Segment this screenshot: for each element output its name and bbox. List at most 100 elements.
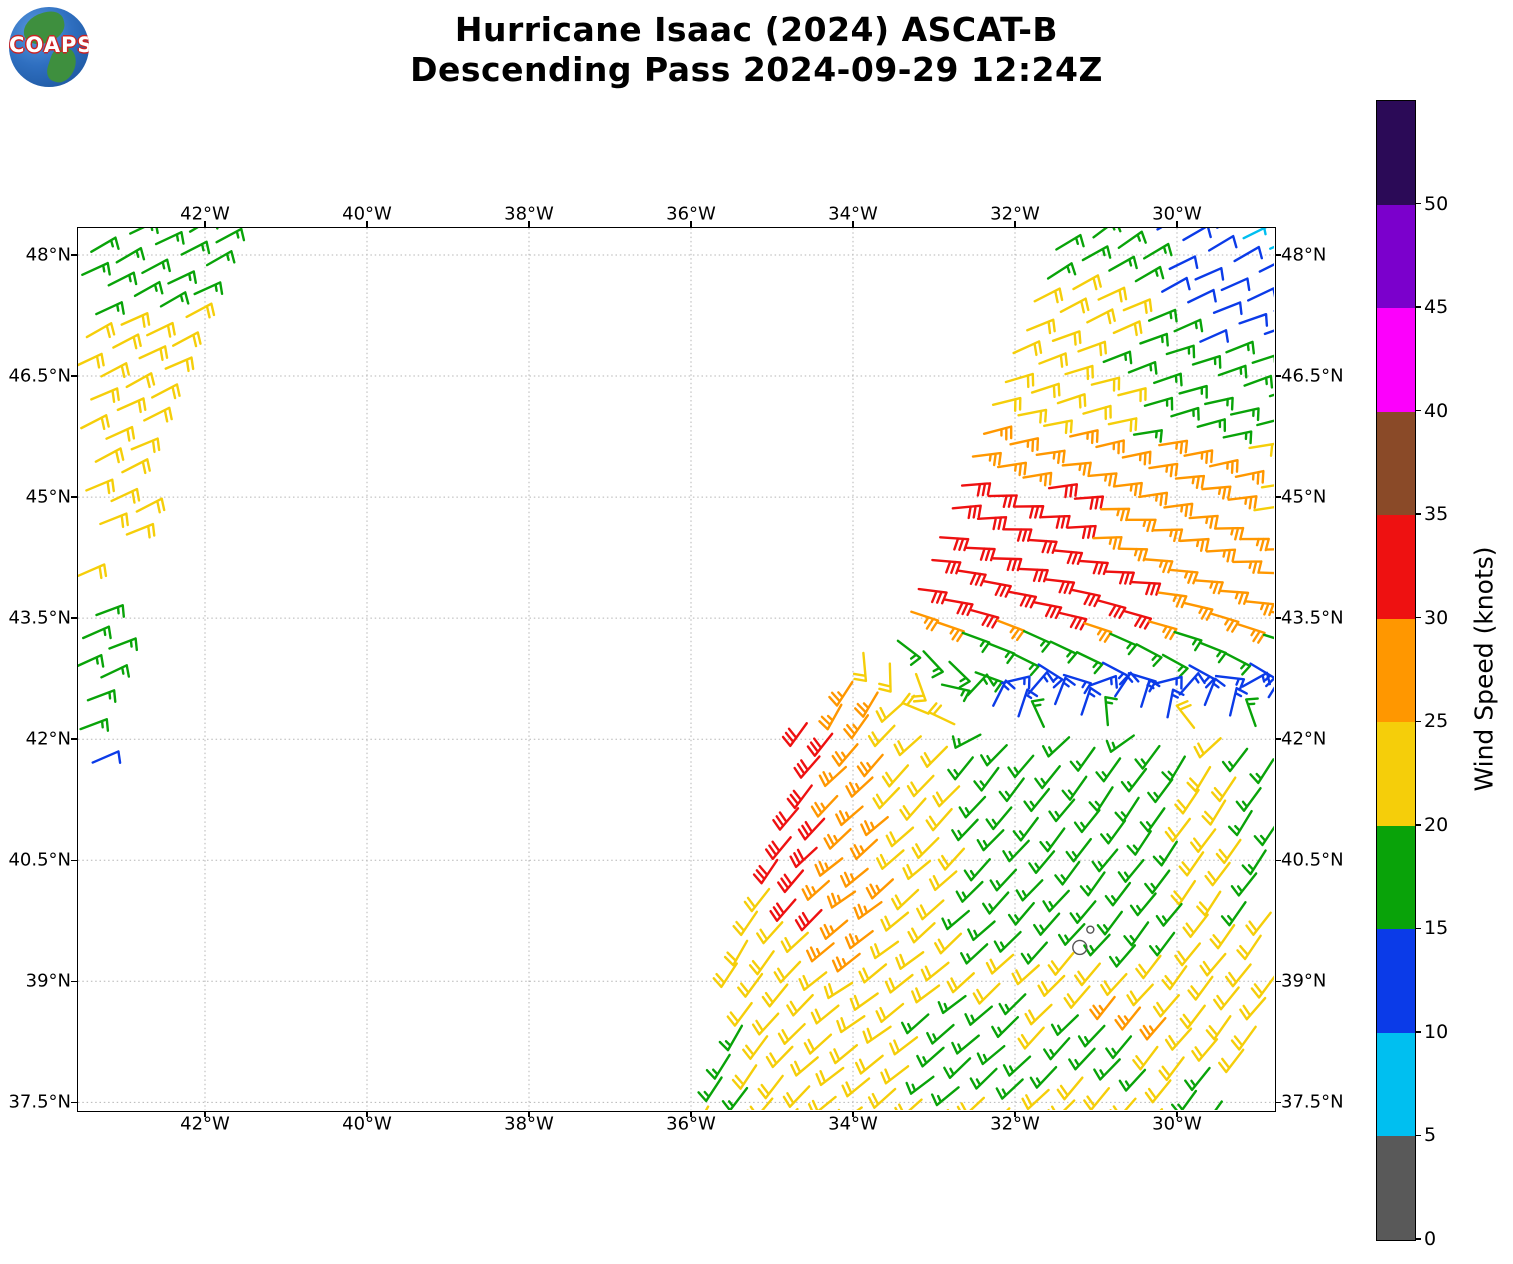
colorbar-tick-label: 40	[1424, 399, 1449, 422]
colorbar-segment	[1377, 308, 1415, 412]
y-tick-mark	[71, 617, 77, 619]
colorbar-segment	[1377, 515, 1415, 619]
y-tick-label-left: 39°N	[25, 970, 71, 992]
y-tick-mark	[71, 1101, 77, 1104]
y-tick-label-left: 46.5°N	[8, 365, 71, 387]
x-tick-mark	[690, 1111, 692, 1117]
y-tick-label-right: 45°N	[1281, 486, 1327, 508]
y-tick-label-right: 39°N	[1281, 970, 1327, 992]
x-tick-mark	[366, 221, 368, 227]
y-tick-mark	[1275, 375, 1281, 377]
y-tick-mark	[1275, 1101, 1281, 1104]
x-tick-label-top: 30°W	[1152, 203, 1202, 225]
coaps-logo-text: COAPS	[9, 33, 89, 57]
y-tick-label-left: 40.5°N	[8, 849, 71, 871]
colorbar-tick-label: 50	[1424, 192, 1449, 215]
y-tick-mark	[71, 859, 77, 861]
x-tick-mark	[528, 221, 530, 227]
x-tick-label-top: 38°W	[504, 203, 554, 225]
y-tick-label-right: 48°N	[1281, 244, 1327, 266]
y-tick-mark	[1275, 738, 1281, 740]
colorbar-segment	[1377, 1136, 1415, 1240]
colorbar-tick-label: 20	[1424, 813, 1449, 836]
x-tick-mark	[1176, 221, 1178, 227]
colorbar-tick-mark	[1415, 1134, 1421, 1137]
colorbar-tick-label: 35	[1424, 503, 1449, 526]
colorbar-segment	[1377, 204, 1415, 309]
y-tick-mark	[1275, 859, 1281, 861]
y-tick-mark	[71, 738, 77, 740]
x-tick-label-bottom: 42°W	[180, 1113, 230, 1135]
colorbar-tick-mark	[1415, 824, 1421, 826]
wind-barb-canvas	[78, 228, 1274, 1110]
x-tick-label-top: 36°W	[666, 203, 716, 225]
x-tick-label-top: 32°W	[990, 203, 1040, 225]
y-tick-label-right: 46.5°N	[1281, 365, 1344, 387]
y-tick-label-left: 48°N	[25, 244, 71, 266]
y-tick-label-left: 45°N	[25, 486, 71, 508]
colorbar-tick-label: 10	[1424, 1020, 1449, 1043]
y-tick-mark	[1275, 617, 1281, 619]
colorbar-tick-label: 15	[1424, 917, 1449, 940]
y-tick-mark	[71, 980, 77, 983]
x-tick-mark	[1014, 221, 1016, 227]
plot-title: Hurricane Isaac (2024) ASCAT-B Descendin…	[0, 10, 1513, 90]
colorbar-tick-label: 25	[1424, 710, 1449, 733]
y-tick-label-right: 37.5°N	[1281, 1091, 1344, 1113]
colorbar-tick-mark	[1415, 409, 1421, 412]
x-tick-mark	[366, 1111, 368, 1117]
y-tick-mark	[1275, 980, 1281, 983]
x-tick-label-bottom: 40°W	[342, 1113, 392, 1135]
colorbar-tick-label: 0	[1424, 1228, 1437, 1250]
x-tick-mark	[1176, 1111, 1178, 1117]
y-tick-mark	[71, 254, 77, 256]
colorbar-segment	[1377, 1032, 1415, 1137]
colorbar-tick-label: 5	[1424, 1124, 1437, 1147]
colorbar-segment	[1377, 722, 1415, 826]
colorbar-segment	[1377, 411, 1415, 516]
colorbar-tick-mark	[1415, 720, 1421, 723]
y-tick-label-left: 43.5°N	[8, 607, 71, 629]
y-tick-label-left: 37.5°N	[8, 1091, 71, 1113]
coaps-logo: COAPS	[9, 7, 89, 87]
x-tick-mark	[852, 221, 854, 227]
y-tick-label-right: 40.5°N	[1281, 849, 1344, 871]
colorbar-segment	[1377, 825, 1415, 930]
x-tick-mark	[204, 221, 206, 227]
plot-title-line1: Hurricane Isaac (2024) ASCAT-B	[454, 10, 1059, 49]
x-tick-label-top: 34°W	[828, 203, 878, 225]
colorbar-tick-mark	[1415, 1031, 1421, 1033]
x-tick-label-bottom: 32°W	[990, 1113, 1040, 1135]
x-tick-mark	[1014, 1111, 1016, 1117]
y-tick-label-left: 42°N	[25, 728, 71, 750]
colorbar-tick-mark	[1415, 1238, 1421, 1240]
y-tick-label-right: 43.5°N	[1281, 607, 1344, 629]
x-tick-label-bottom: 30°W	[1152, 1113, 1202, 1135]
colorbar-tick-mark	[1415, 513, 1421, 515]
colorbar-tick-mark	[1415, 616, 1421, 619]
plot-title-line2: Descending Pass 2024-09-29 12:24Z	[410, 50, 1103, 89]
colorbar-segment	[1377, 101, 1415, 205]
x-tick-mark	[690, 221, 692, 227]
x-tick-mark	[852, 1111, 854, 1117]
x-tick-label-bottom: 36°W	[666, 1113, 716, 1135]
x-tick-label-top: 40°W	[342, 203, 392, 225]
x-tick-label-bottom: 34°W	[828, 1113, 878, 1135]
y-tick-mark	[71, 375, 77, 377]
colorbar-segment	[1377, 929, 1415, 1033]
colorbar-axis-label: Wind Speed (knots)	[1469, 546, 1499, 792]
colorbar-tick-mark	[1415, 202, 1421, 205]
y-tick-label-right: 42°N	[1281, 728, 1327, 750]
y-tick-mark	[1275, 254, 1281, 256]
colorbar-tick-mark	[1415, 927, 1421, 930]
colorbar-tick-label: 30	[1424, 606, 1449, 629]
y-tick-mark	[1275, 496, 1281, 498]
x-tick-label-bottom: 38°W	[504, 1113, 554, 1135]
colorbar-tick-label: 45	[1424, 296, 1449, 319]
wind-speed-colorbar	[1376, 100, 1416, 1241]
x-tick-label-top: 42°W	[180, 203, 230, 225]
x-tick-mark	[528, 1111, 530, 1117]
colorbar-segment	[1377, 618, 1415, 723]
x-tick-mark	[204, 1111, 206, 1117]
